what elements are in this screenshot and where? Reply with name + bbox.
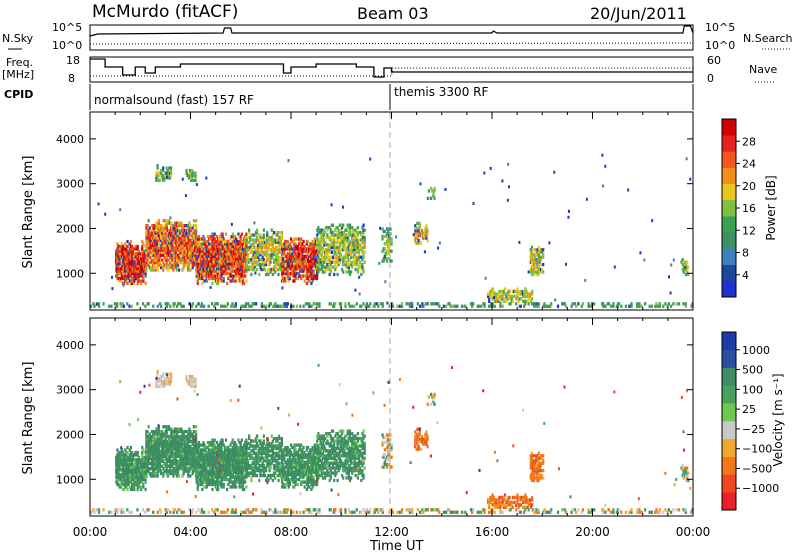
y-tick-label: 1000: [56, 473, 84, 486]
velocity-colorbar-tick: −100: [742, 443, 772, 456]
nave-label: Nave: [749, 63, 777, 76]
y-tick-label: 4000: [56, 133, 84, 146]
velocity-colorbar-step: [722, 349, 736, 368]
velocity-colorbar-tick: 25: [742, 403, 756, 416]
velocity-colorbar-step: [722, 456, 736, 475]
power-data-cells: [90, 153, 694, 308]
power-x-ticks: [89, 112, 694, 310]
y-tick-label: 3000: [56, 384, 84, 397]
nsky-line: [89, 25, 694, 37]
power-colorbar-tick: 8: [742, 247, 749, 260]
power-colorbar-step: [722, 151, 736, 168]
site-title: McMurdo (fitACF): [92, 2, 238, 22]
power-colorbar-tick: 4: [742, 269, 749, 282]
velocity-data-cells: [90, 363, 694, 514]
power-colorbar-tick: 28: [742, 135, 756, 148]
power-colorbar-step: [722, 232, 736, 249]
cpid-label: CPID: [4, 88, 33, 101]
velocity-colorbar-step: [722, 438, 736, 457]
x-tick-label: 16:00: [475, 525, 510, 539]
nsearch-label: N.Search: [743, 32, 793, 45]
x-tick-label: 04:00: [173, 525, 208, 539]
y-tick-label: 4000: [56, 339, 84, 352]
velocity-colorbar-tick: 1000: [742, 344, 770, 357]
velocity-colorbar-step: [722, 421, 736, 440]
noise-panel: N.Sky 10^5 10^0 10^5 10^0 N.Search: [2, 21, 793, 52]
freq-tick-high: 18: [66, 54, 80, 67]
x-tick-label: 08:00: [274, 525, 309, 539]
nsearch-line: [89, 42, 694, 45]
power-colorbar-step: [722, 167, 736, 185]
velocity-colorbar-tick: −1000: [742, 482, 779, 495]
nsky-label: N.Sky: [2, 32, 34, 45]
nsearch-tick-low: 10^0: [705, 39, 735, 52]
power-colorbar-step: [722, 280, 736, 298]
velocity-colorbar-tick: −25: [742, 423, 765, 436]
power-colorbar-tick: 12: [742, 224, 756, 237]
velocity-colorbar-step: [722, 332, 736, 351]
velocity-colorbar-step: [722, 403, 736, 422]
velocity-colorbar: 1000 500 100 25 −25 −100 −500 −1000 Velocity [m…: [721, 331, 785, 511]
velocity-x-ticks: [89, 318, 694, 516]
y-tick-label: 3000: [56, 178, 84, 191]
velocity-colorbar-label: Velocity [m s⁻¹]: [771, 373, 785, 466]
freq-label-line1: Freq.: [6, 56, 33, 69]
power-colorbar: 28 24 20 16 12 8 4 Power [dB]: [721, 118, 778, 298]
freq-line: [90, 58, 693, 78]
power-colorbar-step: [722, 264, 736, 282]
velocity-colorbar-step: [722, 492, 736, 511]
velocity-colorbar-tick: 100: [742, 383, 763, 396]
velocity-colorbar-step: [722, 367, 736, 386]
y-tick-label: 1000: [56, 267, 84, 280]
nave-tick-low: 0: [707, 72, 714, 85]
y-tick-label: 2000: [56, 428, 84, 441]
velocity-colorbar-step: [722, 385, 736, 404]
cpid-mode-normalsound: normalsound (fast) 157 RF: [94, 93, 254, 107]
power-colorbar-step: [722, 216, 736, 233]
power-colorbar-tick: 24: [742, 158, 756, 171]
nave-tick-high: 60: [707, 54, 721, 67]
freq-label-line2: [MHz]: [2, 68, 34, 81]
power-colorbar-tick: 16: [742, 202, 756, 215]
power-y-ticks: 4000 3000 2000 1000: [56, 133, 693, 280]
power-colorbar-step: [722, 183, 736, 201]
velocity-colorbar-tick: 500: [742, 364, 763, 377]
velocity-colorbar-step: [722, 474, 736, 493]
y-tick-label: 2000: [56, 222, 84, 235]
time-axis-title: Time UT: [369, 539, 423, 554]
velocity-ylabel: Slant Range [km]: [21, 362, 36, 475]
cpid-mode-themis: themis 3300 RF: [394, 85, 488, 99]
x-tick-label: 00:00: [676, 525, 711, 539]
x-tick-label: 12:00: [374, 525, 409, 539]
power-colorbar-step: [722, 119, 736, 136]
power-ylabel: Slant Range [km]: [21, 156, 36, 269]
power-colorbar-step: [722, 135, 736, 152]
beam-label: Beam 03: [357, 4, 429, 23]
power-colorbar-label: Power [dB]: [764, 175, 778, 240]
noise-tick-high: 10^5: [52, 21, 82, 34]
x-tick-label: 00:00: [73, 525, 108, 539]
noise-tick-low: 10^0: [52, 39, 82, 52]
freq-tick-low: 8: [68, 72, 75, 85]
x-tick-label: 20:00: [575, 525, 610, 539]
power-colorbar-tick: 20: [742, 180, 756, 193]
time-axis-labels: 00:00 04:00 08:00 12:00 16:00 20:00 00:00: [73, 525, 711, 539]
nsearch-tick-high: 10^5: [705, 21, 735, 34]
velocity-colorbar-tick: −500: [742, 462, 772, 475]
velocity-y-ticks: 4000 3000 2000 1000: [56, 339, 693, 486]
velocity-panel: 4000 3000 2000 1000 Slant Range [km]: [21, 317, 694, 517]
freq-panel: Freq. [MHz] 18 8 60 0 Nave: [2, 54, 777, 85]
power-colorbar-step: [722, 199, 736, 217]
cpid-panel: CPID normalsound (fast) 157 RF themis 33…: [4, 84, 694, 110]
date-label: 20/Jun/2011: [590, 4, 687, 23]
power-panel: 4000 3000 2000 1000 Slant Range [km]: [21, 111, 694, 311]
nave-line: [90, 67, 693, 77]
power-colorbar-step: [722, 248, 736, 265]
